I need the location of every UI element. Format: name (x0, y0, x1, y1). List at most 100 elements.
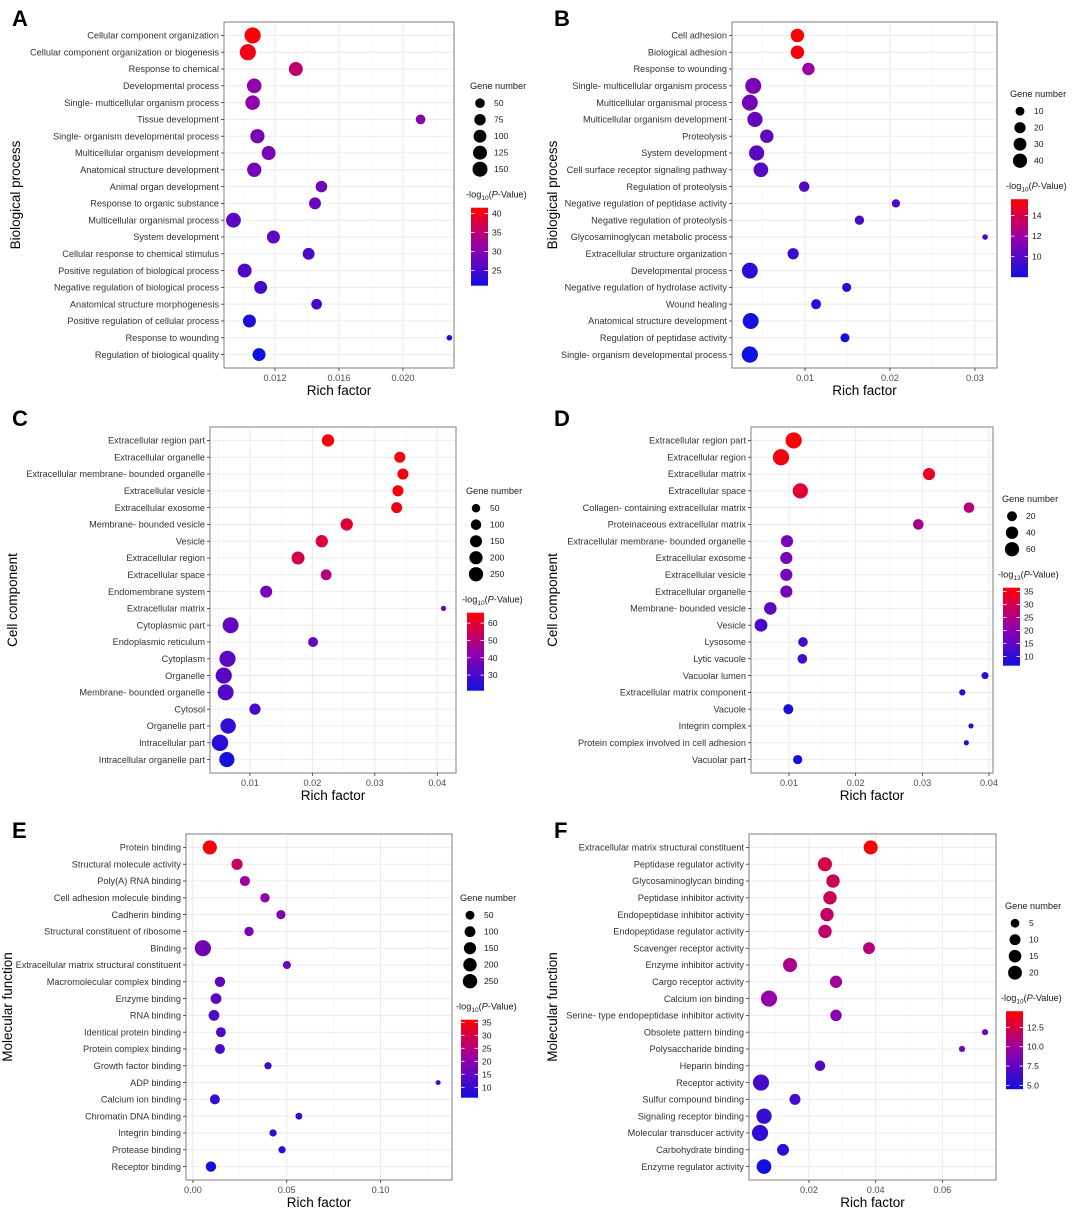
data-point[interactable] (891, 199, 901, 208)
data-point[interactable] (913, 519, 924, 530)
data-point[interactable] (244, 27, 261, 44)
data-point[interactable] (760, 129, 774, 143)
data-point[interactable] (818, 924, 832, 939)
data-point[interactable] (210, 993, 222, 1005)
data-point[interactable] (981, 1029, 989, 1036)
data-point[interactable] (749, 145, 765, 161)
data-point[interactable] (829, 975, 843, 988)
data-point[interactable] (842, 282, 852, 292)
data-point[interactable] (219, 650, 236, 667)
data-point[interactable] (264, 1062, 272, 1070)
data-point[interactable] (222, 617, 239, 634)
data-point[interactable] (751, 1124, 769, 1142)
data-point[interactable] (754, 618, 768, 632)
data-point[interactable] (963, 502, 975, 513)
data-point[interactable] (863, 942, 875, 955)
data-point[interactable] (220, 718, 236, 734)
data-point[interactable] (239, 875, 250, 887)
data-point[interactable] (798, 181, 810, 192)
data-point[interactable] (239, 44, 256, 61)
data-point[interactable] (777, 1143, 789, 1156)
data-point[interactable] (789, 1093, 801, 1105)
data-point[interactable] (802, 62, 815, 76)
data-point[interactable] (247, 162, 262, 177)
data-point[interactable] (205, 1161, 217, 1172)
data-point[interactable] (959, 689, 966, 696)
data-point[interactable] (244, 926, 254, 937)
data-point[interactable] (752, 1074, 770, 1091)
data-point[interactable] (278, 1146, 286, 1154)
data-point[interactable] (291, 551, 305, 565)
data-point[interactable] (793, 754, 803, 765)
data-point[interactable] (780, 535, 794, 548)
data-point[interactable] (968, 723, 974, 729)
data-point[interactable] (811, 299, 822, 310)
data-point[interactable] (415, 114, 426, 125)
data-point[interactable] (215, 1027, 226, 1038)
data-point[interactable] (741, 94, 758, 111)
data-point[interactable] (311, 298, 322, 310)
data-point[interactable] (315, 180, 328, 193)
data-point[interactable] (817, 857, 833, 872)
data-point[interactable] (211, 734, 229, 751)
data-point[interactable] (787, 248, 799, 260)
data-point[interactable] (820, 907, 834, 922)
data-point[interactable] (219, 751, 235, 768)
data-point[interactable] (783, 704, 794, 715)
data-point[interactable] (309, 197, 321, 210)
data-point[interactable] (741, 262, 758, 279)
data-point[interactable] (790, 28, 805, 43)
data-point[interactable] (340, 518, 353, 531)
data-point[interactable] (440, 605, 447, 612)
data-point[interactable] (760, 990, 778, 1007)
data-point[interactable] (798, 637, 808, 647)
data-point[interactable] (282, 961, 291, 970)
data-point[interactable] (261, 146, 276, 160)
data-point[interactable] (814, 1060, 826, 1072)
data-point[interactable] (772, 449, 790, 466)
data-point[interactable] (202, 840, 217, 855)
data-point[interactable] (266, 230, 280, 244)
data-point[interactable] (830, 1009, 842, 1022)
data-point[interactable] (854, 215, 865, 225)
data-point[interactable] (321, 434, 335, 447)
data-point[interactable] (276, 910, 286, 920)
data-point[interactable] (747, 111, 763, 128)
data-point[interactable] (446, 334, 453, 341)
data-point[interactable] (217, 684, 234, 701)
data-point[interactable] (209, 1094, 220, 1105)
data-point[interactable] (295, 1112, 303, 1120)
data-point[interactable] (982, 234, 988, 240)
data-point[interactable] (302, 247, 315, 260)
data-point[interactable] (269, 1129, 277, 1137)
data-point[interactable] (215, 667, 232, 684)
data-point[interactable] (753, 162, 769, 178)
data-point[interactable] (756, 1159, 772, 1174)
data-point[interactable] (780, 568, 793, 581)
data-point[interactable] (394, 451, 406, 463)
data-point[interactable] (249, 703, 261, 715)
data-point[interactable] (260, 585, 273, 598)
data-point[interactable] (392, 485, 404, 497)
data-point[interactable] (958, 1045, 966, 1053)
data-point[interactable] (963, 740, 969, 746)
data-point[interactable] (785, 432, 802, 449)
data-point[interactable] (315, 535, 328, 548)
data-point[interactable] (922, 467, 936, 481)
data-point[interactable] (250, 129, 265, 144)
data-point[interactable] (320, 569, 332, 581)
data-point[interactable] (780, 551, 793, 565)
data-point[interactable] (397, 468, 409, 480)
data-point[interactable] (242, 314, 256, 328)
data-point[interactable] (288, 62, 303, 77)
data-point[interactable] (252, 348, 266, 362)
data-point[interactable] (194, 940, 211, 957)
data-point[interactable] (797, 653, 808, 664)
data-point[interactable] (756, 1108, 772, 1124)
data-point[interactable] (246, 78, 262, 94)
data-point[interactable] (391, 502, 403, 514)
data-point[interactable] (823, 891, 837, 905)
data-point[interactable] (231, 858, 243, 870)
data-point[interactable] (840, 333, 850, 343)
data-point[interactable] (742, 312, 759, 329)
